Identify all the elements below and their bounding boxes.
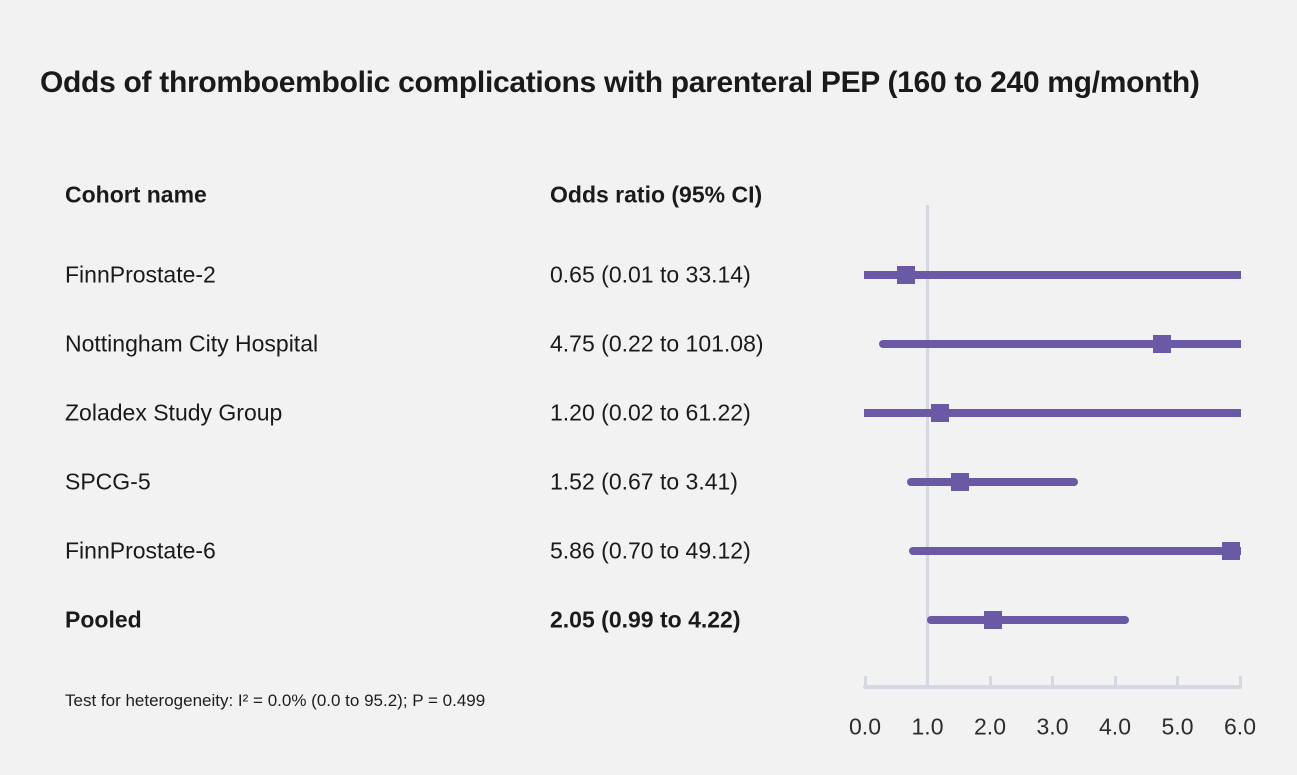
x-axis-tick-label: 2.0 [974, 713, 1006, 740]
x-axis-tick-label: 3.0 [1036, 713, 1069, 740]
x-axis-tick-label: 1.0 [911, 713, 944, 740]
or-marker [1152, 335, 1171, 353]
ci-line [878, 340, 1241, 348]
or-marker [931, 404, 949, 422]
cohort-label: FinnProstate-2 [65, 261, 216, 288]
odds-ratio-value: 1.52 (0.67 to 3.41) [550, 468, 738, 495]
x-axis-tick-label: 5.0 [1161, 713, 1194, 740]
x-axis-tick [1176, 676, 1179, 685]
x-axis-tick-label: 0.0 [849, 713, 881, 740]
or-marker [951, 473, 969, 491]
x-axis-tick-label: 4.0 [1099, 713, 1131, 740]
odds-ratio-value: 1.20 (0.02 to 61.22) [550, 399, 751, 426]
x-axis-line [863, 685, 1242, 689]
x-axis-tick [1238, 676, 1242, 685]
x-axis-tick [988, 676, 992, 685]
ci-line [906, 478, 1079, 486]
cohort-label: FinnProstate-6 [65, 537, 216, 564]
heterogeneity-note: Test for heterogeneity: I² = 0.0% (0.0 t… [65, 691, 486, 710]
ci-line [864, 271, 1241, 279]
ci-line [926, 616, 1129, 624]
odds-ratio-value: 0.65 (0.01 to 33.14) [550, 261, 751, 288]
ci-line [864, 409, 1241, 417]
odds-ratio-value: 4.75 (0.22 to 101.08) [550, 330, 764, 357]
or-marker [984, 611, 1003, 629]
x-axis-tick-label: 6.0 [1224, 713, 1256, 740]
column-header-cohort: Cohort name [65, 181, 207, 208]
odds-ratio-value: 2.05 (0.99 to 4.22) [550, 606, 741, 633]
cohort-label: Nottingham City Hospital [65, 330, 319, 357]
or-marker [1222, 542, 1241, 560]
or-marker [896, 266, 915, 284]
reference-line [926, 205, 929, 688]
x-axis-tick [1113, 676, 1117, 685]
odds-ratio-value: 5.86 (0.70 to 49.12) [550, 537, 751, 564]
column-header-odds-ratio: Odds ratio (95% CI) [550, 181, 763, 208]
x-axis-tick [863, 676, 867, 685]
x-axis-tick [1051, 676, 1054, 685]
cohort-label: Pooled [65, 606, 142, 633]
cohort-label: SPCG-5 [65, 468, 151, 495]
cohort-label: Zoladex Study Group [65, 399, 283, 426]
ci-line [908, 547, 1241, 555]
chart-title: Odds of thromboembolic complications wit… [40, 66, 1200, 99]
